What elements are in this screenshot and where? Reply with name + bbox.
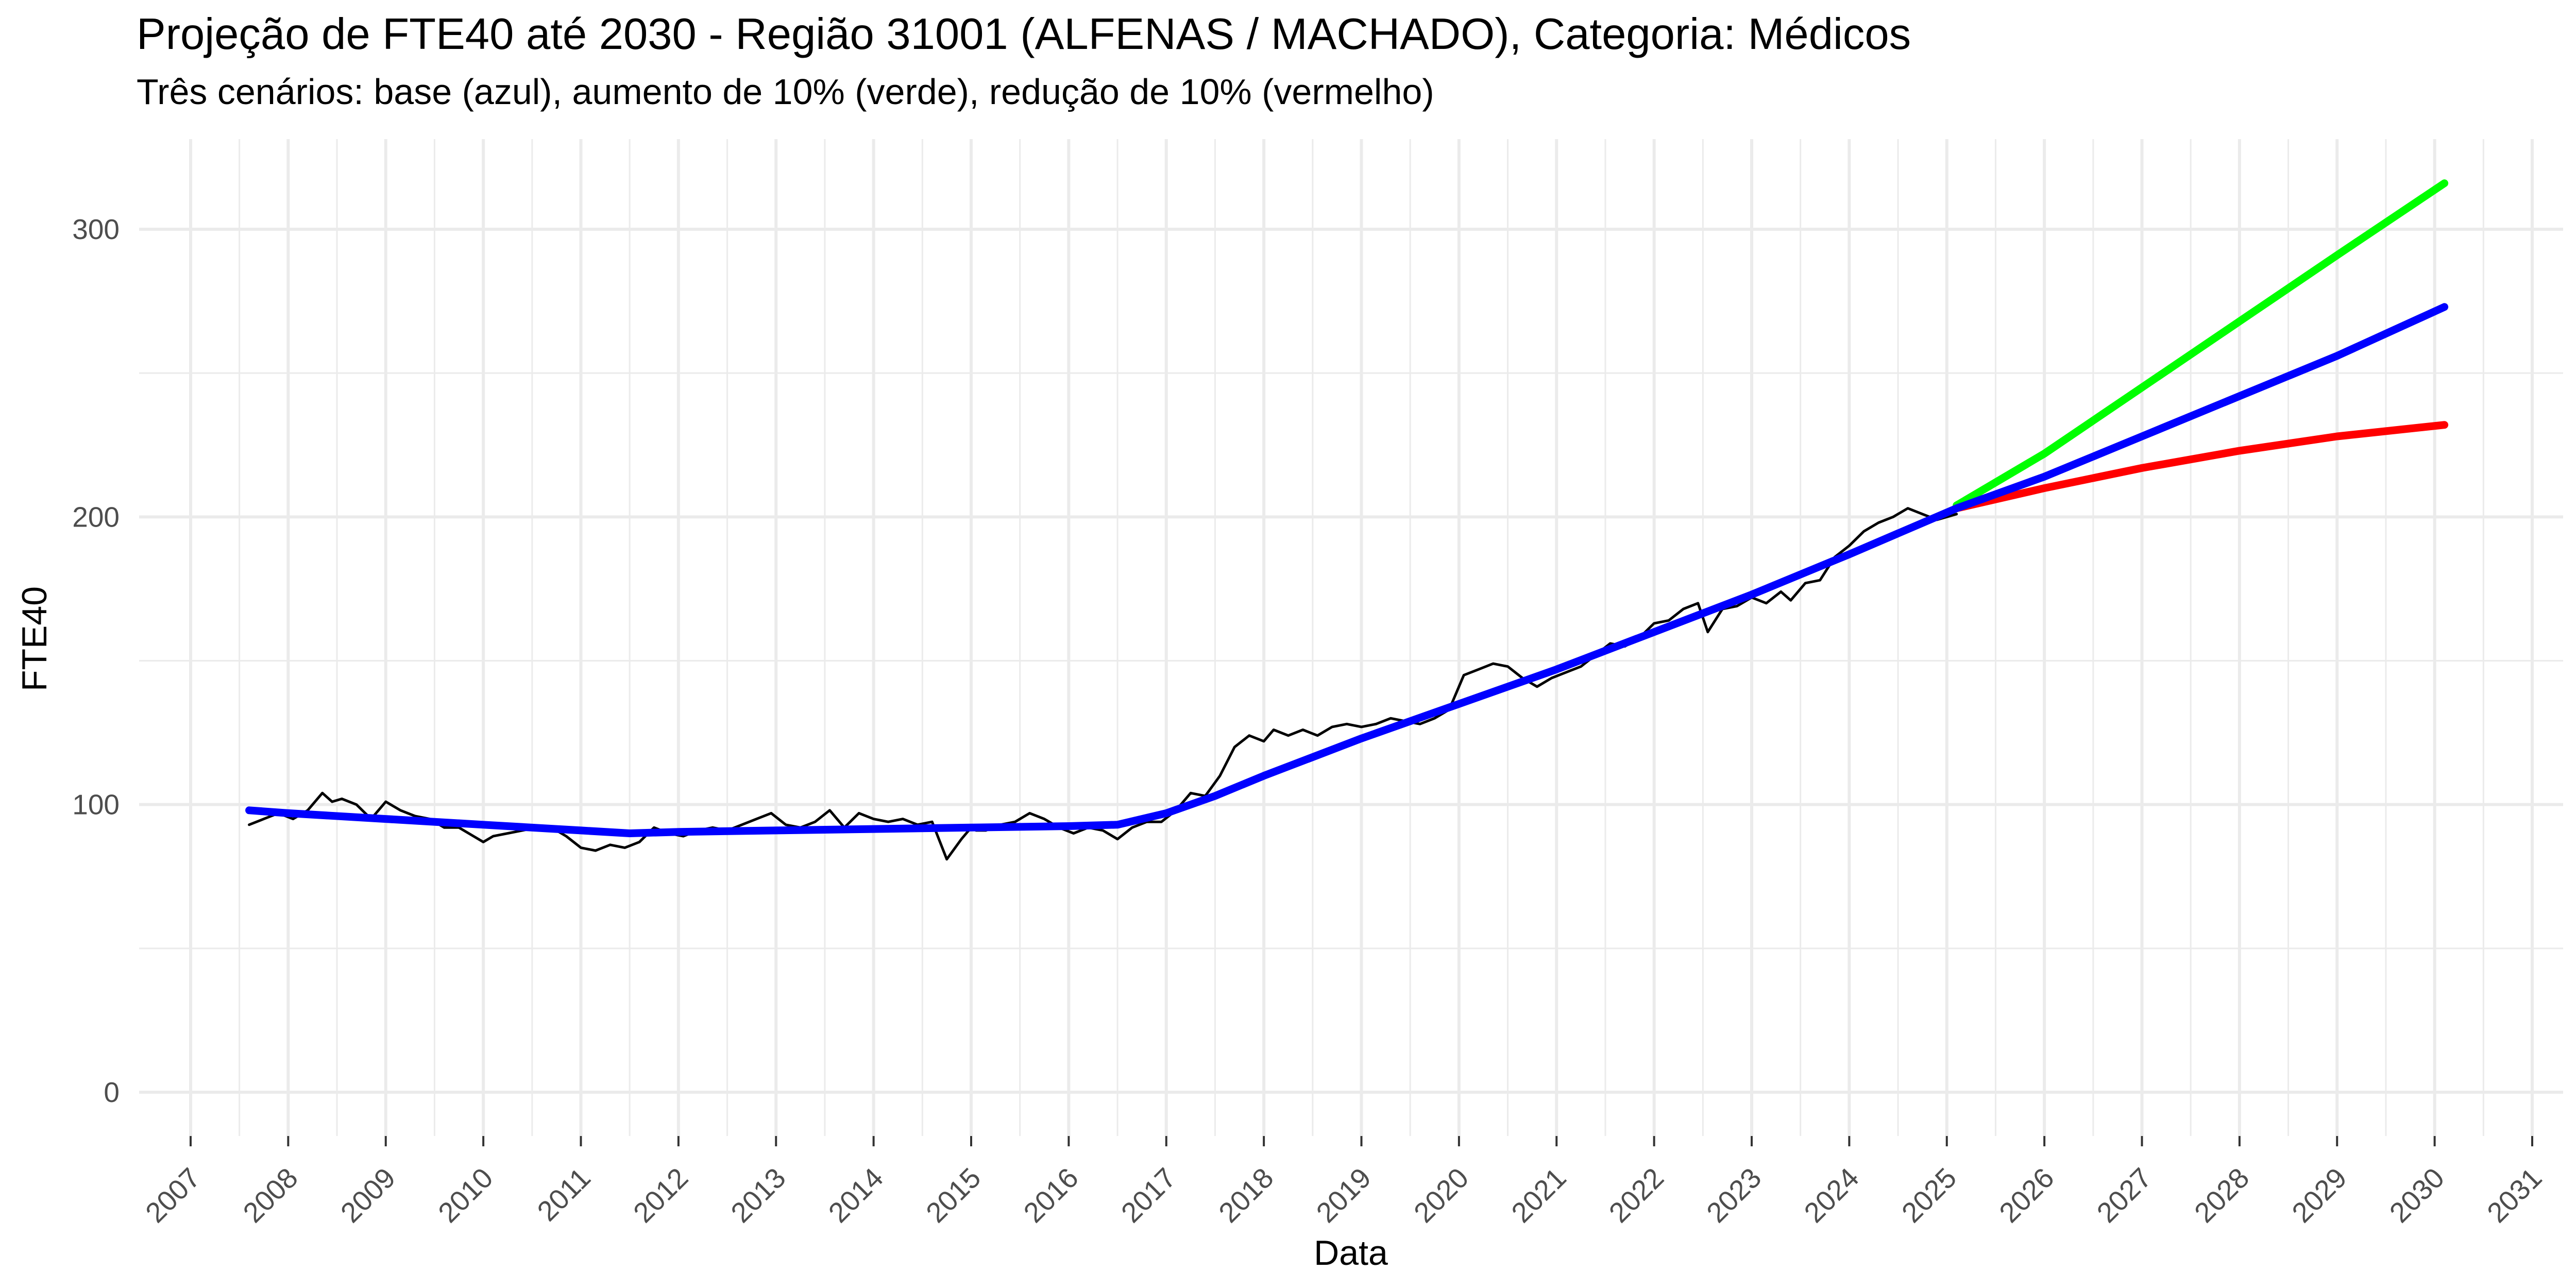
x-tick-label: 2029 bbox=[2285, 1162, 2352, 1229]
x-tick-label: 2031 bbox=[2481, 1162, 2548, 1229]
chart-title: Projeção de FTE40 até 2030 - Região 3100… bbox=[137, 10, 1911, 59]
x-tick-label: 2025 bbox=[1895, 1162, 1962, 1229]
x-tick-label: 2021 bbox=[1505, 1162, 1572, 1229]
y-axis-ticks: 0 100 200 300 bbox=[72, 213, 120, 1108]
x-tick-label: 2022 bbox=[1603, 1162, 1670, 1229]
series-line-observed bbox=[248, 507, 1958, 861]
x-tick-label: 2020 bbox=[1408, 1162, 1475, 1229]
x-tick-label: 2007 bbox=[139, 1162, 206, 1229]
x-tick-label: 2010 bbox=[432, 1162, 499, 1229]
x-tick-label: 2018 bbox=[1212, 1162, 1279, 1229]
series-line-increase bbox=[1953, 179, 2449, 510]
y-axis-title: FTE40 bbox=[15, 586, 54, 691]
x-tick-label: 2015 bbox=[920, 1162, 987, 1229]
y-tick-label: 100 bbox=[72, 789, 120, 821]
x-tick-label: 2008 bbox=[236, 1162, 303, 1229]
series-line-base bbox=[245, 303, 2449, 837]
major-gridlines bbox=[139, 139, 2563, 1136]
x-tick-label: 2017 bbox=[1115, 1162, 1182, 1229]
minor-gridlines bbox=[139, 139, 2563, 1136]
chart-subtitle: Três cenários: base (azul), aumento de 1… bbox=[137, 72, 1434, 112]
x-tick-label: 2019 bbox=[1310, 1162, 1377, 1229]
x-tick-label: 2027 bbox=[2091, 1162, 2158, 1229]
x-tick-label: 2016 bbox=[1017, 1162, 1084, 1229]
x-tick-label: 2014 bbox=[822, 1162, 889, 1229]
x-tick-label: 2009 bbox=[334, 1162, 401, 1229]
x-tick-label: 2012 bbox=[627, 1162, 694, 1229]
x-tick-label: 2028 bbox=[2188, 1162, 2255, 1229]
x-tick-label: 2013 bbox=[724, 1162, 791, 1229]
x-tick-label: 2023 bbox=[1700, 1162, 1767, 1229]
series-lines bbox=[245, 179, 2449, 861]
x-axis-title: Data bbox=[1314, 1233, 1388, 1273]
x-axis-ticks: 2007 2008 2009 2010 2011 2012 2013 2014 2015 2016… bbox=[139, 1136, 2548, 1229]
x-tick-label: 2030 bbox=[2383, 1162, 2450, 1229]
series-line-decrease bbox=[1953, 421, 2449, 513]
x-tick-label: 2011 bbox=[531, 1162, 597, 1227]
x-tick-label: 2024 bbox=[1798, 1162, 1865, 1229]
x-tick-label: 2026 bbox=[1993, 1162, 2060, 1229]
y-tick-label: 300 bbox=[72, 213, 120, 245]
y-tick-label: 0 bbox=[104, 1076, 120, 1108]
y-tick-label: 200 bbox=[72, 501, 120, 533]
